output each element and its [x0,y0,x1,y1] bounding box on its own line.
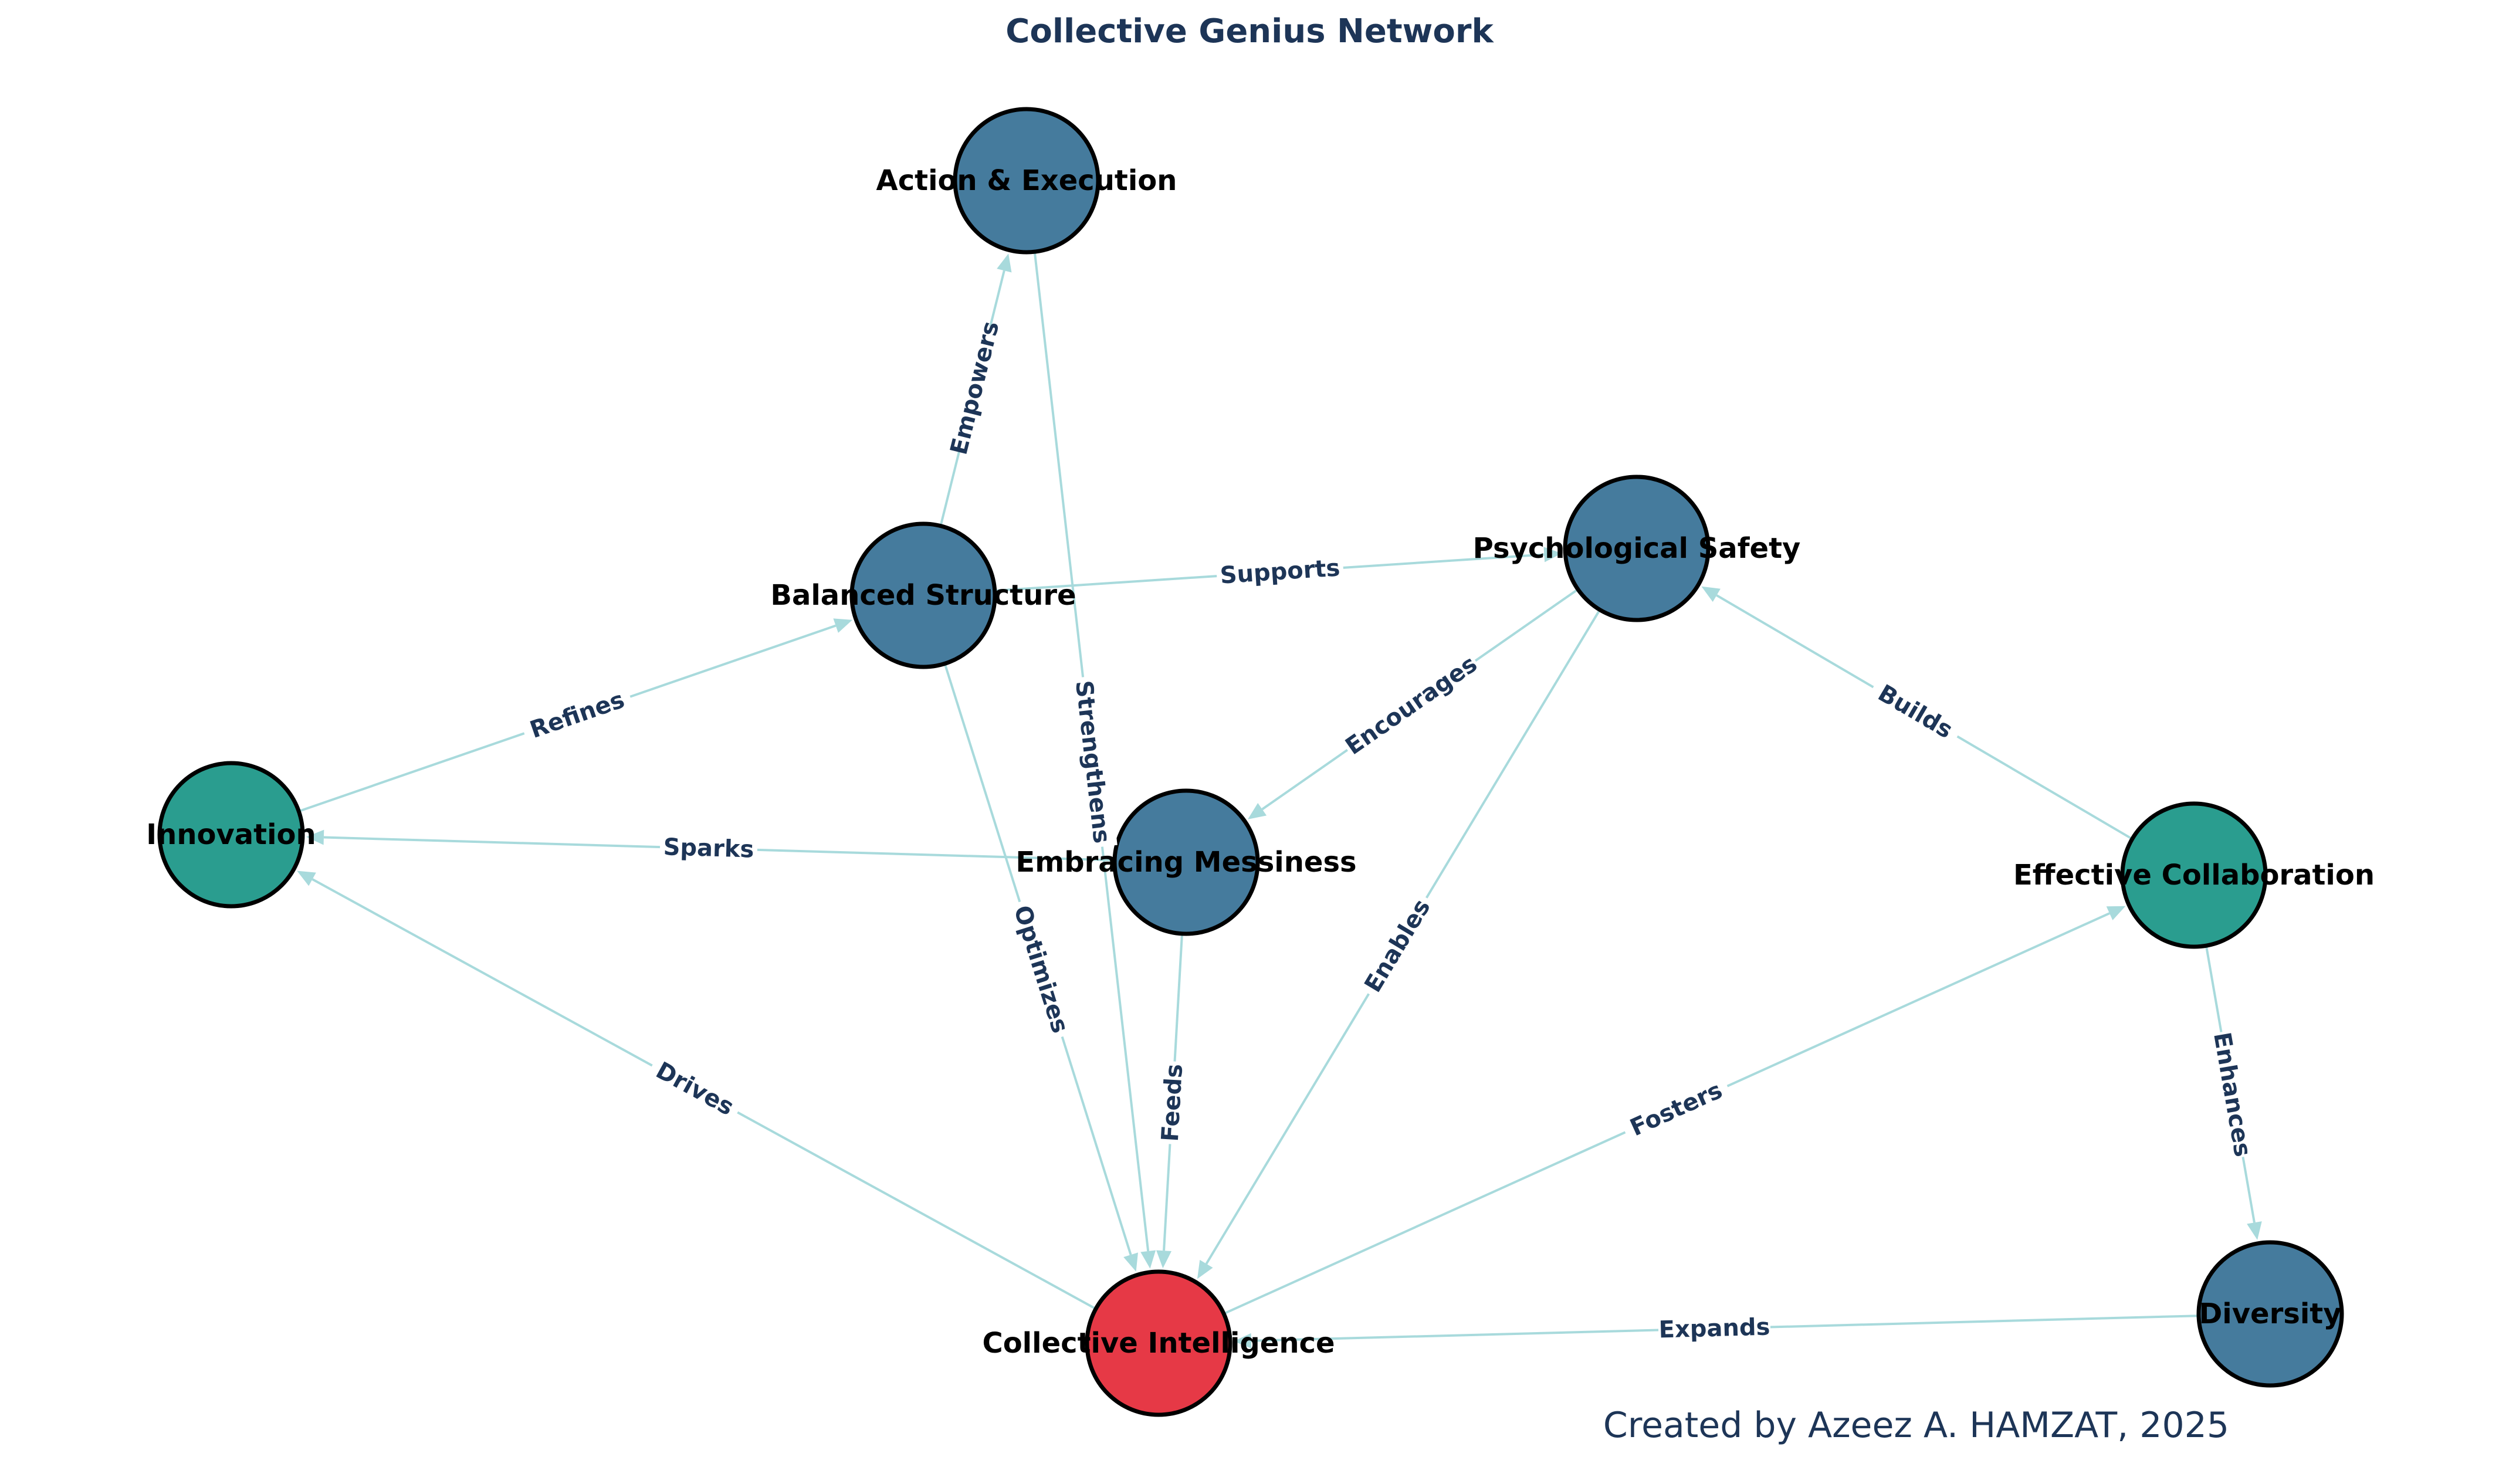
node-innovation [157,761,305,909]
edge-label-background [1215,552,1345,592]
edge-label-group: Empowers [944,319,1005,458]
edge-label-group: Enables [1355,890,1440,1002]
node-action-execution [953,107,1100,255]
edge-label-background [659,832,758,865]
node-psychological-safety [1563,475,1711,622]
edge-label: Enhances [2208,1030,2256,1158]
edge-label-background [519,682,635,748]
edge-label-group: Encourages [1339,648,1484,763]
edge-labels-layer: Enables Expands Feeds Optimizes Strengthens D… [146,164,2375,1360]
edge-arrowhead [997,253,1012,273]
node-embracing-messiness [1112,788,1260,936]
edge-arrowhead [306,829,324,845]
node-diversity [2196,1240,2344,1388]
edge-label-background [645,1052,745,1126]
edge-label-background [1618,1072,1734,1147]
edge-label-background [1865,674,1965,750]
edge-arrowhead [297,870,316,886]
node-label-action-execution: Action & Execution [876,164,1177,197]
edge-label-background [944,323,1005,453]
edge-label: Sparks [663,834,754,863]
edge-arrowhead [2247,1221,2262,1240]
edge-label-group: Expands [1658,1312,1771,1346]
edge-label-background [1005,897,1077,1042]
edge-arrowhead [1123,1252,1138,1272]
edges-layer [297,251,2262,1349]
edge-arrowhead [833,618,853,633]
node-label-innovation: Innovation [146,818,316,851]
edge-label-group: Builds [1865,674,1965,750]
edge-label-background [1658,1312,1771,1346]
credit-text: Created by Azeez A. HAMZAT, 2025 [1603,1405,2229,1446]
edge-label-background [1355,890,1440,1002]
nodes-layer [157,107,2344,1417]
node-label-embracing-messiness: Embracing Messiness [1015,846,1356,879]
edge-label-group: Enhances [2206,1029,2258,1160]
node-label-diversity: Diversity [2199,1297,2341,1330]
edge-label: Encourages [1340,650,1482,760]
edge-arrowhead [1543,547,1562,563]
edge-label: Expands [1658,1314,1770,1344]
edge-arrowhead [2106,906,2126,920]
edge-label-group: Feeds [1154,1061,1190,1145]
edge-label: Enables [1359,895,1435,997]
edge-label-group: Sparks [659,832,758,865]
edge-label-group: Drives [645,1052,745,1126]
node-label-collective-intelligence: Collective Intelligence [982,1327,1335,1360]
node-effective-collaboration [2120,801,2268,949]
node-balanced-structure [849,521,997,669]
edge-arrowhead [1140,1250,1156,1269]
edge-label-group: Optimizes [1005,897,1077,1042]
node-collective-intelligence [1085,1269,1232,1417]
edge-label-background [1154,1061,1190,1145]
edge-arrowhead [1233,1333,1252,1349]
edge-arrowhead [1197,1259,1213,1279]
edge-label: Refines [527,686,628,744]
edge-label-group: Refines [519,682,635,748]
edge-arrowhead [1248,803,1267,819]
edge-label: Empowers [946,319,1005,458]
edge-label-background [1339,648,1484,763]
edge-label-group: Strengthens [1068,675,1118,849]
node-label-psychological-safety: Psychological Safety [1473,532,1801,565]
edge-label: Strengthens [1070,679,1115,845]
edge-arrowhead [1701,586,1721,602]
edge-label-background [2206,1029,2258,1160]
diagram-title: Collective Genius Network [1005,12,1494,50]
edge-label-group: Fosters [1618,1072,1734,1147]
edge-label: Feeds [1157,1063,1188,1143]
node-label-effective-collaboration: Effective Collaboration [2013,859,2375,892]
node-label-balanced-structure: Balanced Structure [770,579,1076,612]
edge-label-group: Supports [1215,552,1345,592]
edge-label-background [1068,675,1118,849]
edge-arrowhead [1156,1250,1172,1269]
